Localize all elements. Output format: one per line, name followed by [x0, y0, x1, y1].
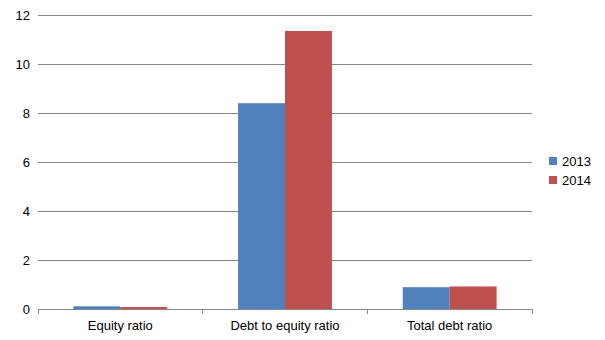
grid-line: [38, 15, 532, 16]
x-axis: [38, 309, 532, 310]
y-tick-label: 10: [16, 57, 30, 72]
page: {"chart_data": {"type": "bar", "categori…: [0, 0, 605, 340]
y-tick-label: 8: [23, 106, 30, 121]
y-tick-label: 0: [23, 302, 30, 317]
y-tick-label: 6: [23, 155, 30, 170]
bar: [403, 287, 450, 309]
x-tick: [532, 309, 533, 314]
bar: [285, 31, 332, 309]
legend-swatch: [549, 176, 557, 184]
x-tick-label: Equity ratio: [88, 318, 153, 333]
x-tick: [367, 309, 368, 314]
legend: 2013 2014: [549, 154, 591, 188]
chart: 0 2 4 6 8 10 12 Equity ratio Debt to equity rati…: [0, 0, 605, 340]
y-tick-label: 4: [23, 204, 30, 219]
x-tick: [38, 309, 39, 314]
x-tick-label: Debt to equity ratio: [230, 318, 339, 333]
y-tick-label: 2: [23, 253, 30, 268]
bar: [238, 103, 285, 309]
legend-label: 2013: [562, 154, 591, 169]
x-tick-label: Total debt ratio: [407, 318, 492, 333]
bar: [450, 286, 497, 309]
legend-label: 2014: [562, 173, 591, 188]
legend-swatch: [549, 157, 557, 165]
grid: [38, 15, 532, 309]
background: [0, 0, 605, 340]
x-tick: [202, 309, 203, 314]
grid-line: [38, 309, 532, 310]
y-tick-label: 12: [16, 8, 30, 23]
